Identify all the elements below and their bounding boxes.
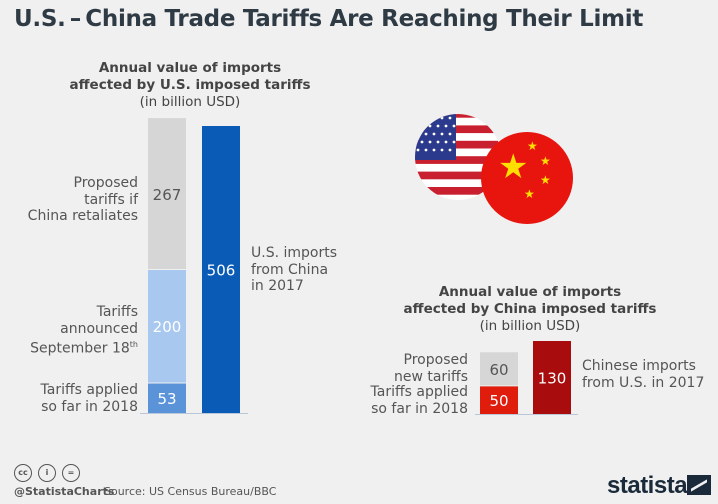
us-label-proposed: Proposed tariffs if China retaliates [27,175,138,224]
statista-logo[interactable]: statista [607,472,688,499]
stacked-bar-segment [480,385,518,414]
bar-value-label: 506 [207,262,236,280]
us-unit: (in billion USD) [139,94,241,110]
total-bar [533,341,571,414]
us-label-total: U.S. imports from China in 2017 [251,245,338,294]
total-bar [202,126,240,413]
attribution-icon: i [38,464,56,482]
us-subtitle-line1: Annual value of imports [98,60,282,76]
china-unit: (in billion USD) [479,318,581,334]
footer-handle: @StatistaCharts [14,485,115,498]
china-subtitle-line1: Annual value of imports [438,284,622,300]
china-label-proposed: Proposed new tariffs [393,352,468,385]
svg-text:★: ★ [498,147,528,187]
stacked-bar-segment [148,118,186,270]
bar-value-label: 53 [157,390,176,408]
china-label-total: Chinese imports from U.S. in 2017 [582,358,705,391]
bar-value-label: 50 [489,392,508,410]
bar-value-label: 60 [489,361,508,379]
svg-text:★: ★ [540,173,551,187]
bar-value-label: 200 [153,318,182,336]
stacked-bar-segment [480,352,518,386]
china-subtitle-line2: affected by China imposed tariffs [403,301,657,317]
china-chart-subtitle: Annual value of imports affected by Chin… [380,284,680,335]
china-label-applied: Tariffs applied so far in 2018 [370,384,468,417]
svg-text:★: ★ [524,187,535,201]
no-derivatives-icon: = [62,464,80,482]
us-chart-subtitle: Annual value of imports affected by U.S.… [60,60,320,111]
stacked-bar-segment [148,382,186,413]
page-title: U.S. – China Trade Tariffs Are Reaching … [14,6,644,32]
svg-text:★: ★ [527,139,538,153]
us-subtitle-line2: affected by U.S. imposed tariffs [69,77,311,93]
bar-value-label: 130 [538,370,567,388]
china-flag-icon: ★ ★ ★ ★ ★ [481,132,573,224]
footer-source: Source: US Census Bureau/BBC [104,485,277,498]
statista-logo-icon [687,475,711,495]
us-label-applied: Tariffs applied so far in 2018 [40,382,138,415]
svg-text:★: ★ [540,154,551,168]
us-label-announced: Tariffs announced September 18th [30,304,138,357]
cc-license-icon: cc [14,464,32,482]
stacked-bar-segment [148,269,186,383]
bar-value-label: 267 [153,186,182,204]
